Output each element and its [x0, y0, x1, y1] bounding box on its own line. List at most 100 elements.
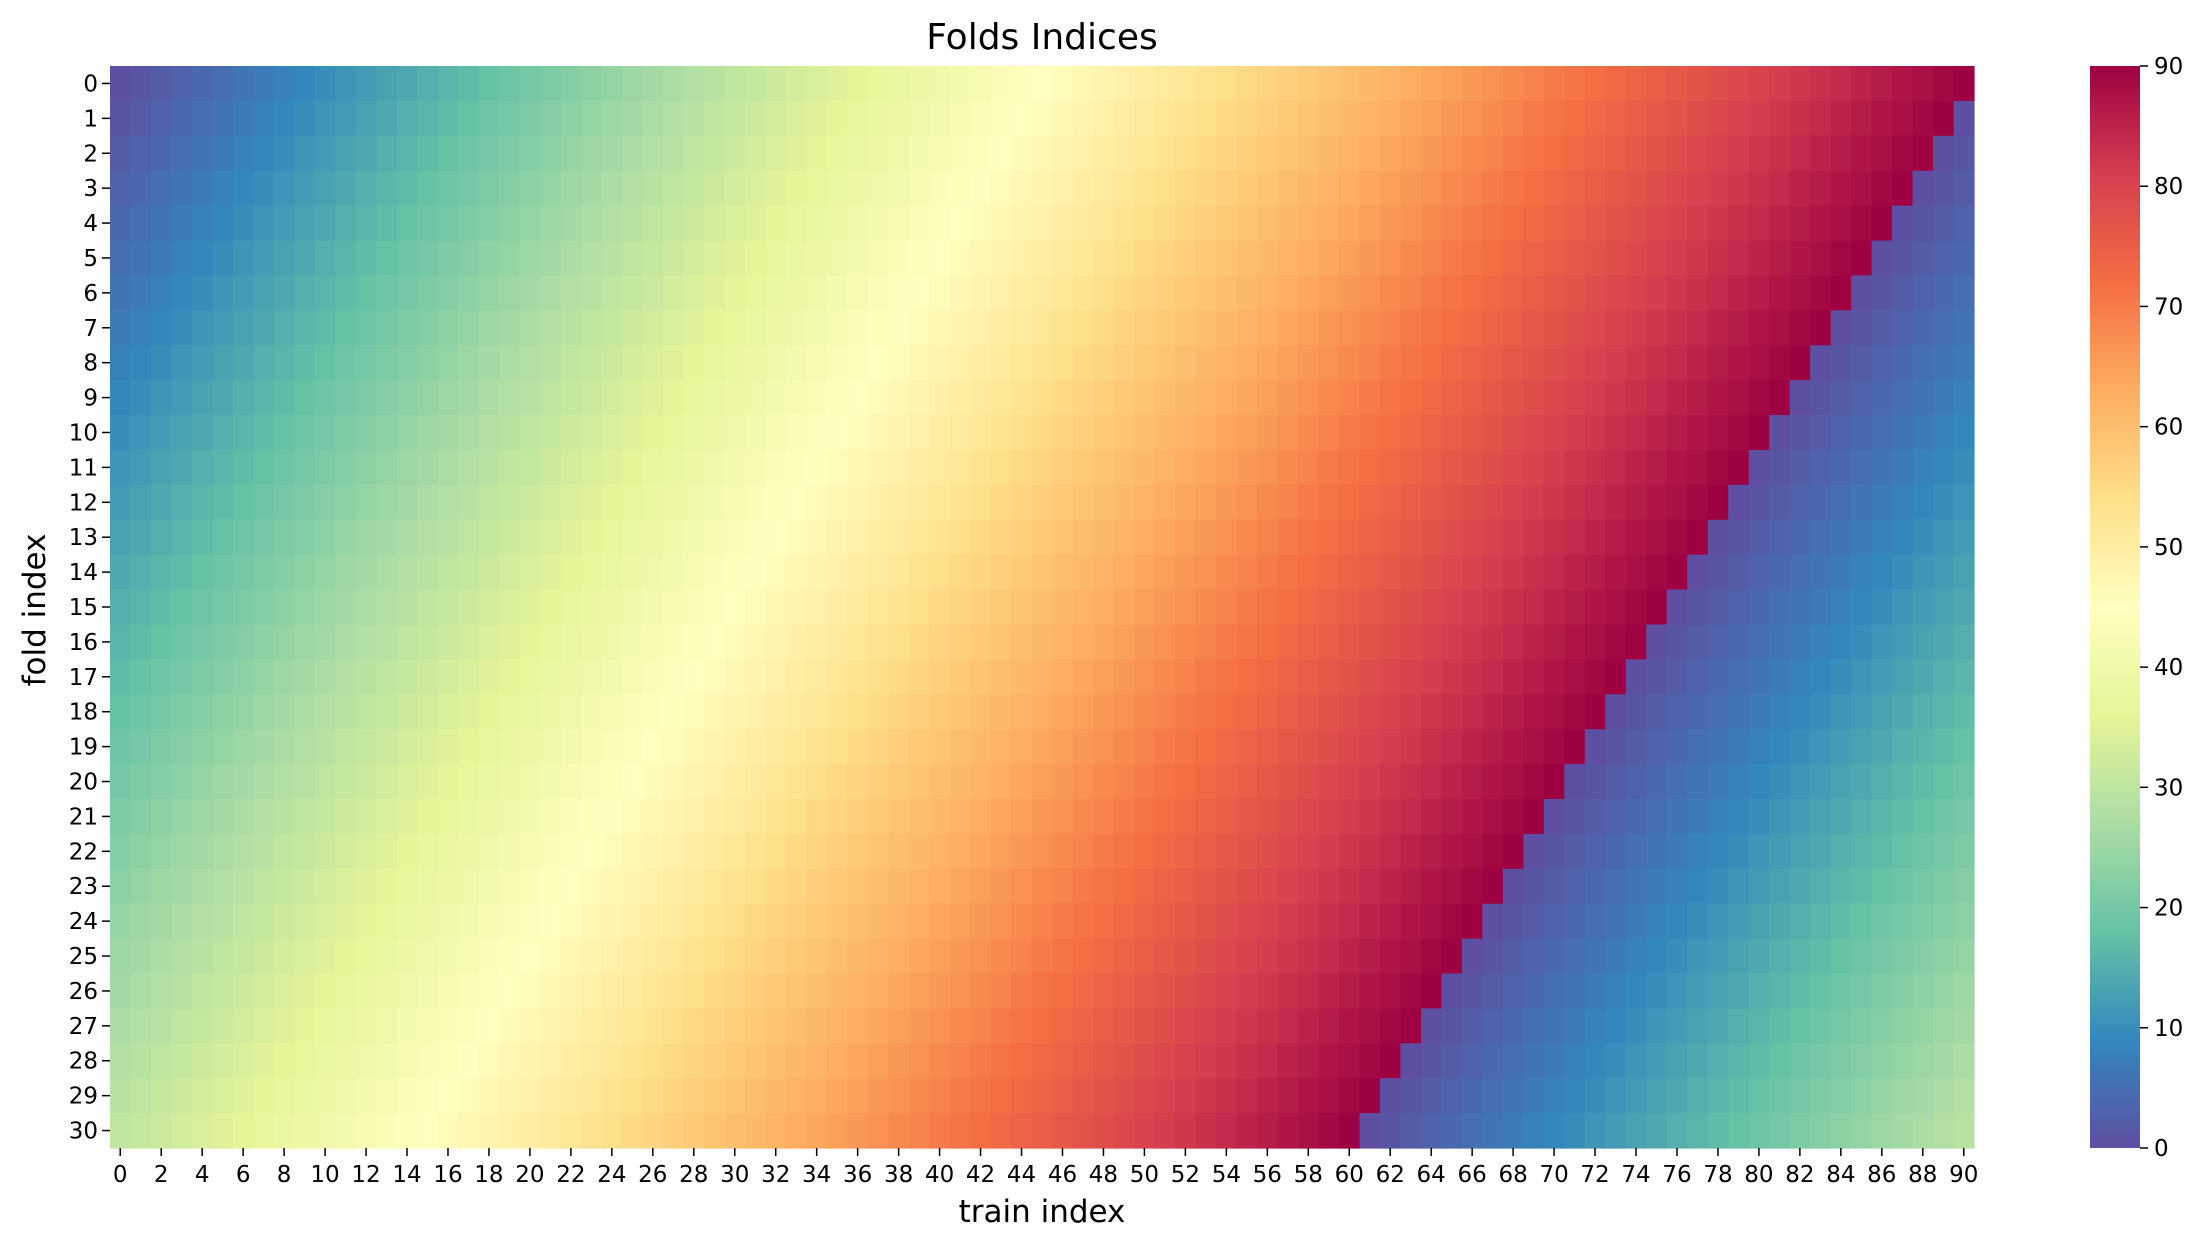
heatmap-cell	[1707, 380, 1729, 416]
heatmap-cell	[1154, 484, 1176, 521]
heatmap-cell	[335, 694, 357, 730]
heatmap-cell	[1543, 659, 1565, 695]
heatmap-cell	[1830, 624, 1852, 660]
heatmap-cell	[1482, 659, 1504, 695]
heatmap-cell	[478, 345, 500, 381]
heatmap-cell	[1318, 415, 1340, 451]
heatmap-cell	[1523, 798, 1545, 835]
heatmap-cell	[765, 100, 787, 137]
heatmap-cell	[150, 380, 173, 416]
heatmap-cell	[232, 764, 254, 800]
heatmap-cell	[929, 240, 951, 277]
heatmap-cell	[1687, 1043, 1709, 1079]
y-tick-label: 9	[83, 386, 98, 412]
heatmap-cell	[1687, 240, 1709, 277]
heatmap-cell	[1830, 868, 1852, 905]
heatmap-cell	[560, 1078, 582, 1114]
heatmap-cell	[1175, 240, 1197, 277]
heatmap-cell	[1687, 589, 1709, 626]
heatmap-cell	[171, 659, 193, 695]
heatmap-cell	[601, 589, 623, 626]
heatmap-cell	[1666, 554, 1688, 591]
heatmap-cell	[847, 1078, 869, 1114]
heatmap-cell	[1195, 798, 1217, 835]
heatmap-cell	[1666, 66, 1688, 102]
heatmap-cell	[478, 798, 500, 835]
heatmap-cell	[1298, 798, 1320, 835]
heatmap-cell	[1625, 938, 1647, 975]
heatmap-cell	[232, 624, 254, 660]
heatmap-cell	[1052, 1113, 1074, 1149]
heatmap-cell	[1543, 310, 1565, 346]
y-tick-label: 16	[69, 630, 98, 656]
heatmap-cell	[1277, 310, 1299, 346]
heatmap-cell	[785, 135, 808, 172]
heatmap-cell	[1441, 973, 1463, 1009]
heatmap-cell	[1728, 938, 1750, 975]
heatmap-cell	[622, 1043, 644, 1079]
heatmap-cell	[540, 519, 562, 556]
heatmap-cell	[1339, 659, 1361, 695]
heatmap-cell	[908, 694, 930, 730]
heatmap-cell	[1666, 694, 1688, 730]
heatmap-cell	[1810, 519, 1832, 556]
heatmap-cell	[499, 135, 521, 172]
heatmap-cell	[1134, 798, 1156, 835]
heatmap-cell	[1359, 1043, 1381, 1079]
heatmap-cell	[1933, 380, 1955, 416]
heatmap-cell	[1093, 135, 1115, 172]
heatmap-cell	[437, 100, 459, 137]
heatmap-cell	[1564, 170, 1586, 207]
heatmap-cell	[396, 310, 418, 346]
heatmap-cell	[1052, 694, 1074, 730]
heatmap-cell	[1420, 903, 1443, 940]
heatmap-cell	[1851, 100, 1873, 137]
x-tick-label: 8	[277, 1162, 292, 1188]
heatmap-cell	[335, 624, 357, 660]
heatmap-cell	[130, 449, 152, 486]
heatmap-cell	[1257, 624, 1279, 660]
heatmap-cell	[704, 554, 726, 591]
heatmap-cell	[1359, 764, 1381, 800]
heatmap-cell	[581, 973, 603, 1009]
heatmap-cell	[294, 868, 316, 905]
heatmap-cell	[622, 135, 644, 172]
heatmap-cell	[1871, 764, 1893, 800]
heatmap-cell	[1646, 484, 1668, 521]
heatmap-cell	[1379, 764, 1402, 800]
heatmap-cell	[458, 1043, 480, 1079]
heatmap-cell	[1871, 938, 1893, 975]
heatmap-cell	[1298, 903, 1320, 940]
heatmap-cell	[1912, 694, 1934, 730]
heatmap-cell	[560, 240, 582, 277]
heatmap-cell	[1871, 903, 1893, 940]
heatmap-cell	[929, 729, 951, 765]
heatmap-cell	[1769, 484, 1791, 521]
heatmap-cell	[724, 484, 746, 521]
heatmap-cell	[1851, 1113, 1873, 1149]
heatmap-cell	[1400, 380, 1422, 416]
heatmap-cell	[765, 694, 787, 730]
heatmap-cell	[1564, 240, 1586, 277]
heatmap-cell	[1789, 764, 1811, 800]
heatmap-cell	[1359, 310, 1381, 346]
heatmap-cell	[1011, 938, 1033, 975]
heatmap-cell	[232, 135, 254, 172]
heatmap-cell	[396, 624, 418, 660]
heatmap-cell	[478, 903, 500, 940]
heatmap-cell	[1277, 484, 1299, 521]
heatmap-cell	[1359, 589, 1381, 626]
heatmap-cell	[908, 310, 930, 346]
heatmap-cell	[458, 449, 480, 486]
heatmap-cell	[765, 973, 787, 1009]
heatmap-cell	[1011, 1043, 1033, 1079]
heatmap-cell	[1666, 868, 1688, 905]
heatmap-cell	[1584, 1008, 1606, 1044]
heatmap-cell	[1298, 380, 1320, 416]
heatmap-cell	[294, 589, 316, 626]
y-tick-label: 3	[83, 176, 98, 202]
heatmap-cell	[376, 240, 398, 277]
heatmap-cell	[1011, 903, 1033, 940]
heatmap-cell	[1810, 833, 1832, 870]
heatmap-cell	[1461, 449, 1483, 486]
